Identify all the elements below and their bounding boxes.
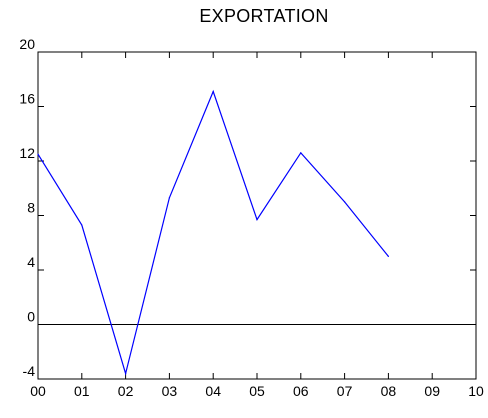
data-point: [125, 372, 127, 375]
x-tick-label: 06: [293, 383, 309, 399]
x-tick-label: 07: [337, 383, 353, 399]
x-tick-label: 09: [424, 383, 440, 399]
x-tick-label: 01: [74, 383, 90, 399]
y-tick-label: 0: [27, 309, 35, 325]
y-tick-label: 16: [19, 91, 35, 107]
data-point: [37, 153, 39, 155]
data-point: [212, 90, 214, 93]
series-line: [37, 89, 389, 376]
y-tick-label: 8: [27, 200, 35, 216]
data-point: [387, 255, 389, 257]
data-point: [344, 201, 346, 203]
data-point: [256, 218, 258, 221]
x-tick-label: 05: [249, 383, 265, 399]
y-tick-label: 20: [19, 36, 35, 52]
y-tick-label: -4: [23, 363, 36, 379]
data-point: [81, 224, 83, 226]
plot-frame: [37, 51, 477, 380]
data-point: [300, 152, 302, 154]
x-tick-label: 04: [205, 383, 221, 399]
y-tick-label: 12: [19, 145, 35, 161]
x-tick-label: 10: [468, 383, 484, 399]
chart-title: EXPORTATION: [199, 6, 329, 26]
data-point: [168, 197, 170, 199]
x-tick-label: 03: [162, 383, 178, 399]
y-tick-label: 4: [27, 254, 35, 270]
x-tick-label: 00: [30, 383, 46, 399]
x-tick-label: 08: [381, 383, 397, 399]
x-tick-label: 02: [118, 383, 134, 399]
